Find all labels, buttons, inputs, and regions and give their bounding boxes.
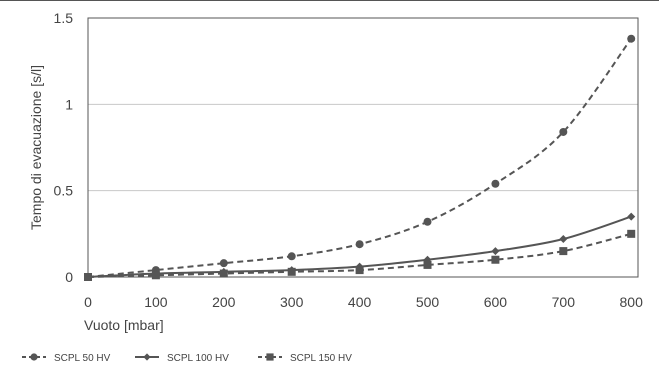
data-point-diamond	[559, 235, 568, 244]
x-tick-label: 400	[348, 294, 372, 310]
data-point-square	[355, 266, 364, 275]
top-rule	[0, 0, 659, 1]
data-point-circle	[627, 34, 636, 43]
y-tick-label: 1	[65, 96, 73, 112]
x-tick-label: 600	[484, 294, 508, 310]
data-point-square	[287, 267, 296, 276]
y-tick-label: 1.5	[54, 10, 74, 26]
y-axis-ticks: 0 0.5 1 1.5	[54, 10, 74, 285]
legend-item: SCPL 100 HV	[135, 353, 229, 364]
data-point-square	[219, 269, 228, 278]
legend: SCPL 50 HV SCPL 100 HV SCPL 150 HV	[22, 353, 352, 364]
legend-label: SCPL 150 HV	[290, 353, 352, 364]
data-point-circle	[423, 217, 432, 226]
legend-label: SCPL 100 HV	[167, 353, 229, 364]
x-tick-label: 100	[144, 294, 168, 310]
data-point-circle	[559, 127, 568, 136]
data-point-circle	[30, 353, 38, 361]
x-axis-ticks: 0 100 200 300 400 500 600 700 800	[84, 294, 643, 310]
data-point-square	[491, 255, 500, 264]
y-axis-label: Tempo di evacuazione [s/l]	[28, 65, 44, 230]
x-tick-label: 300	[280, 294, 304, 310]
series-group	[84, 34, 636, 281]
data-point-square	[151, 271, 160, 280]
data-point-circle	[219, 259, 228, 268]
series-1	[84, 34, 636, 281]
gridlines	[88, 103, 638, 192]
data-point-circle	[287, 252, 296, 261]
legend-item: SCPL 150 HV	[258, 353, 352, 364]
series-3	[84, 229, 636, 281]
legend-label: SCPL 50 HV	[54, 353, 111, 364]
y-tick-label: 0	[65, 269, 73, 285]
data-point-square	[559, 247, 568, 256]
legend-item: SCPL 50 HV	[22, 353, 111, 364]
data-point-square	[627, 229, 636, 238]
x-tick-label: 200	[212, 294, 236, 310]
data-point-diamond	[627, 212, 636, 221]
x-axis-label: Vuoto [mbar]	[84, 317, 164, 333]
x-tick-label: 0	[84, 294, 92, 310]
data-point-square	[84, 273, 92, 281]
x-tick-label: 500	[416, 294, 440, 310]
y-tick-label: 0.5	[54, 183, 74, 199]
data-point-square	[266, 353, 274, 361]
series-line	[87, 38, 633, 278]
x-tick-label: 700	[552, 294, 576, 310]
data-point-circle	[355, 240, 364, 249]
plot-frame	[87, 17, 639, 278]
data-point-diamond	[143, 353, 151, 361]
data-point-diamond	[491, 247, 500, 256]
data-point-square	[423, 260, 432, 269]
x-tick-label: 800	[620, 294, 644, 310]
data-point-circle	[491, 179, 500, 188]
